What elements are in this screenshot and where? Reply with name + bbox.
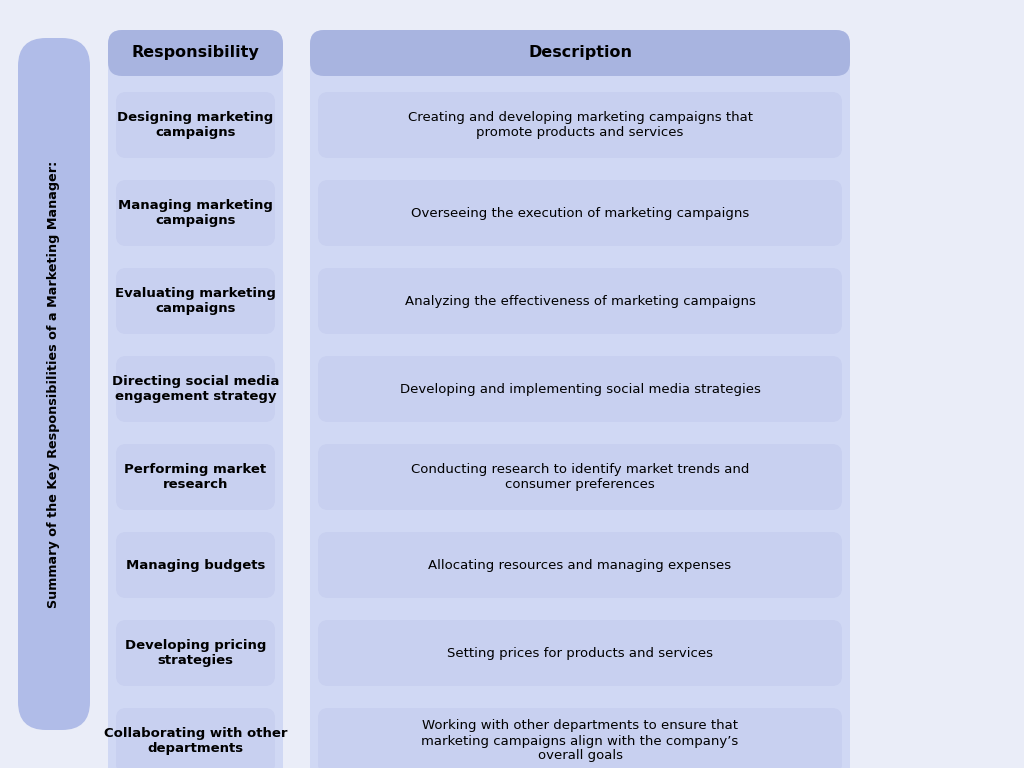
FancyBboxPatch shape [318,180,842,246]
FancyBboxPatch shape [318,708,842,768]
FancyBboxPatch shape [310,30,850,76]
Text: Managing budgets: Managing budgets [126,558,265,571]
FancyBboxPatch shape [116,268,275,334]
FancyBboxPatch shape [116,356,275,422]
Text: Performing market
research: Performing market research [125,463,266,491]
FancyBboxPatch shape [318,532,842,598]
Text: Evaluating marketing
campaigns: Evaluating marketing campaigns [115,287,275,315]
Text: Summary of the Key Responsibilities of a Marketing Manager:: Summary of the Key Responsibilities of a… [47,161,60,607]
FancyBboxPatch shape [318,356,842,422]
Text: Designing marketing
campaigns: Designing marketing campaigns [118,111,273,139]
FancyBboxPatch shape [116,444,275,510]
Text: Collaborating with other
departments: Collaborating with other departments [103,727,288,755]
Text: Description: Description [528,45,632,61]
Text: Overseeing the execution of marketing campaigns: Overseeing the execution of marketing ca… [411,207,750,220]
FancyBboxPatch shape [116,620,275,686]
FancyBboxPatch shape [116,92,275,158]
Text: Developing pricing
strategies: Developing pricing strategies [125,639,266,667]
Text: Allocating resources and managing expenses: Allocating resources and managing expens… [428,558,731,571]
FancyBboxPatch shape [318,92,842,158]
FancyBboxPatch shape [318,268,842,334]
FancyBboxPatch shape [18,38,90,730]
FancyBboxPatch shape [116,532,275,598]
Text: Conducting research to identify market trends and
consumer preferences: Conducting research to identify market t… [411,463,750,491]
FancyBboxPatch shape [310,30,850,768]
FancyBboxPatch shape [116,708,275,768]
Text: Setting prices for products and services: Setting prices for products and services [447,647,713,660]
Text: Responsibility: Responsibility [132,45,259,61]
Text: Developing and implementing social media strategies: Developing and implementing social media… [399,382,761,396]
FancyBboxPatch shape [116,180,275,246]
FancyBboxPatch shape [108,30,283,76]
FancyBboxPatch shape [108,30,283,768]
Text: Managing marketing
campaigns: Managing marketing campaigns [118,199,273,227]
Text: Directing social media
engagement strategy: Directing social media engagement strate… [112,375,280,403]
FancyBboxPatch shape [318,620,842,686]
Text: Working with other departments to ensure that
marketing campaigns align with the: Working with other departments to ensure… [421,720,738,763]
Text: Analyzing the effectiveness of marketing campaigns: Analyzing the effectiveness of marketing… [404,294,756,307]
FancyBboxPatch shape [318,444,842,510]
Text: Creating and developing marketing campaigns that
promote products and services: Creating and developing marketing campai… [408,111,753,139]
